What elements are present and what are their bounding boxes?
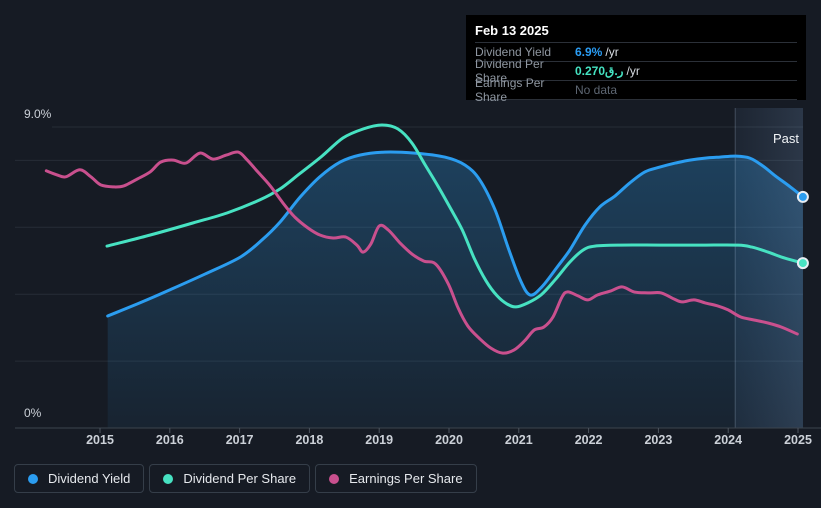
tooltip-label: Earnings Per Share	[475, 76, 545, 104]
dividend-per-share-line[interactable]	[105, 123, 805, 309]
tooltip-row-dividend-yield: Dividend Yield 6.9% /yr	[475, 42, 797, 61]
past-region-overlay	[735, 108, 803, 428]
tooltip-value: No data	[575, 83, 618, 97]
earnings-per-share-line[interactable]	[44, 150, 799, 355]
legend-label: Dividend Yield	[48, 471, 131, 486]
x-axis-label: 2022	[575, 433, 603, 447]
y-axis-bottom-label: 0%	[24, 406, 42, 420]
tooltip-label: Dividend Per Share	[475, 57, 544, 85]
legend-button-earnings-per-share[interactable]: Earnings Per Share	[315, 464, 477, 493]
tooltip-row-dividend-per-share: Dividend Per Share 0.270ر.ق /yr	[475, 57, 797, 85]
dividend-yield-area	[107, 152, 803, 428]
tooltip-value: 0.270ر.ق	[575, 64, 624, 78]
past-label: Past	[773, 131, 799, 146]
legend-label: Earnings Per Share	[349, 471, 463, 486]
x-axis-label: 2020	[435, 433, 463, 447]
tooltip-row-earnings-per-share: Earnings Per Share No data	[475, 76, 797, 104]
dividend-yield-line[interactable]	[106, 150, 805, 318]
x-axis-label: 2015	[86, 433, 114, 447]
x-axis-label: 2018	[295, 433, 323, 447]
x-axis-label: 2024	[714, 433, 742, 447]
x-axis-label: 2025	[784, 433, 812, 447]
x-axis-label: 2017	[226, 433, 254, 447]
tooltip-date: Feb 13 2025	[475, 23, 549, 38]
tooltip-value-suffix: /yr	[626, 64, 640, 78]
dividend-yield-end-marker[interactable]	[796, 190, 809, 203]
y-axis-top-label: 9.0%	[24, 107, 52, 121]
tooltip-label: Dividend Yield	[475, 45, 552, 59]
chart-legend: Dividend Yield Dividend Per Share Earnin…	[14, 464, 477, 493]
x-axis-label: 2023	[644, 433, 672, 447]
dividend-yield-dot-icon	[28, 473, 38, 484]
earnings-per-share-dot-icon	[329, 473, 340, 484]
x-axis-label: 2021	[505, 433, 533, 447]
x-axis-label: 2019	[365, 433, 393, 447]
chart-tooltip: Feb 13 2025 Dividend Yield 6.9% /yr Divi…	[466, 15, 806, 104]
legend-button-dividend-per-share[interactable]: Dividend Per Share	[149, 464, 311, 493]
x-axis-label: 2016	[156, 433, 184, 447]
tooltip-value-suffix: /yr	[605, 45, 619, 59]
legend-button-dividend-yield[interactable]: Dividend Yield	[14, 464, 145, 493]
dividend-per-share-dot-icon	[163, 473, 174, 484]
tooltip-value: 6.9%	[575, 45, 603, 59]
dividend-per-share-end-marker[interactable]	[796, 257, 809, 270]
legend-label: Dividend Per Share	[183, 471, 297, 486]
